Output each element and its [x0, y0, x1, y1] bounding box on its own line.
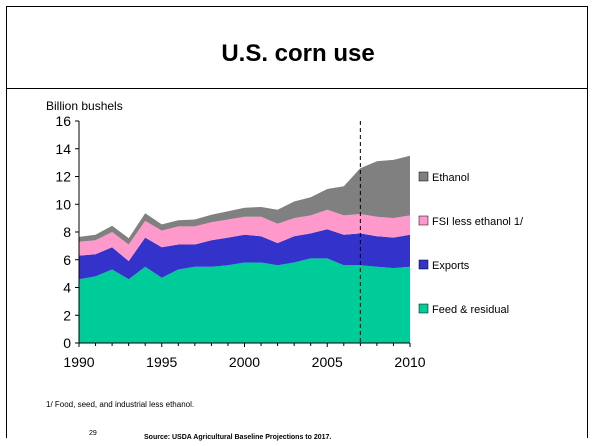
legend-label-feed-residual: Feed & residual: [432, 304, 509, 316]
x-tick-label: 1990: [63, 354, 94, 370]
title-divider: [6, 88, 588, 89]
page-number: 29: [89, 430, 97, 437]
x-tick-label: 2005: [312, 354, 343, 370]
x-tick-label: 2010: [394, 354, 425, 370]
slide-frame: [6, 6, 588, 438]
area-feed-residual: [79, 258, 410, 343]
source-note: Source: USDA Agricultural Baseline Proje…: [144, 434, 332, 441]
y-axis-label: Billion bushels: [46, 99, 123, 113]
y-tick-label: 14: [55, 141, 71, 157]
y-tick-label: 10: [55, 196, 71, 212]
legend: Ethanol FSI less ethanol 1/Exports Feed & …: [418, 171, 524, 316]
footnote: 1/ Food, seed, and industrial less ethan…: [46, 400, 195, 409]
y-tick-label: 16: [55, 113, 71, 129]
area-ethanol: [79, 155, 410, 245]
legend-label-ethanol: Ethanol: [432, 172, 469, 184]
y-tick-label: 2: [63, 307, 71, 323]
slide-title: U.S. corn use: [221, 40, 375, 67]
x-tick-label: 1995: [146, 354, 177, 370]
legend-label-exports: Exports: [432, 260, 470, 272]
y-tick-label: 0: [63, 335, 71, 351]
x-tick-label: 2000: [229, 354, 260, 370]
y-tick-label: 12: [55, 169, 71, 185]
axes: 0 2 4 6 8 10 12 14 16 1990 1995 2000 2005 2010: [55, 113, 425, 370]
legend-swatch-feed-residual: [418, 303, 429, 314]
area-fsi-less-ethanol-1: [79, 209, 410, 262]
legend-label-fsi-less-ethanol-1: FSI less ethanol 1/: [432, 216, 524, 228]
legend-swatch-fsi-less-ethanol-1: [418, 215, 429, 226]
y-tick-label: 4: [63, 280, 71, 296]
legend-swatch-ethanol: [418, 171, 429, 182]
y-tick-label: 8: [63, 224, 71, 240]
legend-swatch-exports: [418, 259, 429, 270]
area-exports: [79, 229, 410, 280]
area-layers: [79, 155, 410, 343]
y-tick-label: 6: [63, 252, 71, 268]
